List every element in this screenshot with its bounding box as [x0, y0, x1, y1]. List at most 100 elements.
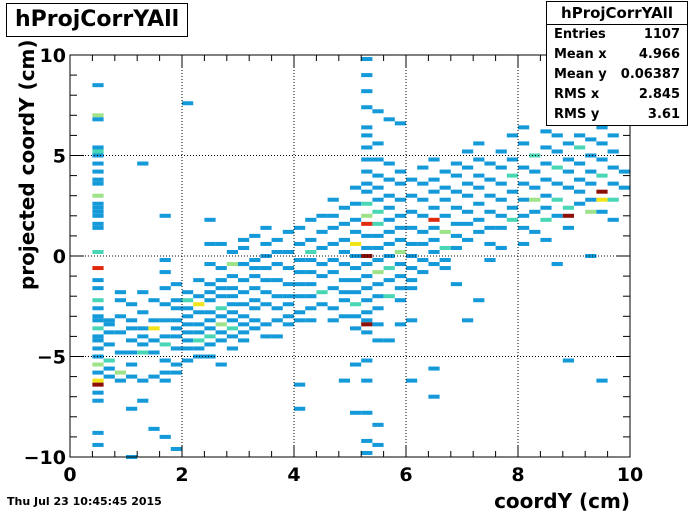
heatmap-cell: [338, 298, 350, 303]
heatmap-cell: [92, 181, 104, 186]
heatmap-cell: [596, 189, 608, 194]
timestamp: Thu Jul 23 10:45:45 2015: [7, 495, 162, 508]
heatmap-cell: [92, 306, 104, 311]
heatmap-cell: [361, 201, 373, 206]
heatmap-cell: [495, 181, 507, 186]
x-axis-label: coordY (cm): [494, 489, 630, 512]
heatmap-cell: [159, 258, 171, 263]
stats-key: RMS x: [554, 87, 600, 102]
heatmap-cell: [450, 282, 462, 287]
heatmap-cell: [574, 145, 586, 150]
heatmap-cell: [350, 326, 362, 331]
heatmap-cell: [484, 177, 496, 182]
heatmap-cell: [327, 286, 339, 291]
heatmap-cell: [406, 193, 418, 198]
heatmap-cell: [327, 270, 339, 275]
heatmap-cell: [562, 141, 574, 146]
heatmap-cell: [417, 213, 429, 218]
heatmap-cell: [383, 338, 395, 343]
heatmap-cell: [204, 334, 216, 339]
heatmap-cell: [271, 249, 283, 254]
heatmap-cell: [394, 197, 406, 202]
heatmap-cell: [518, 225, 530, 230]
heatmap-cell: [215, 330, 227, 335]
heatmap-cell: [182, 290, 194, 295]
heatmap-cell: [439, 266, 451, 271]
heatmap-cell: [260, 241, 272, 246]
stats-row-rms-y: RMS y 3.61: [547, 105, 687, 125]
heatmap-cell: [271, 294, 283, 299]
heatmap-cell: [361, 133, 373, 138]
heatmap-cell: [294, 294, 306, 299]
heatmap-cell: [428, 205, 440, 210]
heatmap-cell: [383, 193, 395, 198]
heatmap-cell: [92, 145, 104, 150]
heatmap-cell: [338, 205, 350, 210]
heatmap-cell: [282, 229, 294, 234]
heatmap-cell: [495, 225, 507, 230]
heatmap-cell: [372, 109, 384, 114]
heatmap-cell: [450, 245, 462, 250]
heatmap-cell: [182, 338, 194, 343]
heatmap-cell: [103, 322, 115, 327]
heatmap-cell: [170, 446, 182, 451]
heatmap-cell: [383, 161, 395, 166]
heatmap-cell: [204, 310, 216, 315]
heatmap-cell: [204, 262, 216, 267]
heatmap-cell: [439, 245, 451, 250]
heatmap-cell: [428, 237, 440, 242]
x-tick-label: 6: [399, 464, 412, 486]
heatmap-cell: [92, 225, 104, 230]
heatmap-cell: [159, 286, 171, 291]
heatmap-cell: [361, 298, 373, 303]
heatmap-cell: [417, 258, 429, 263]
heatmap-cell: [540, 237, 552, 242]
heatmap-cell: [338, 378, 350, 383]
heatmap-cell: [518, 181, 530, 186]
heatmap-cell: [439, 258, 451, 263]
heatmap-cell: [215, 362, 227, 367]
heatmap-cell: [428, 225, 440, 230]
heatmap-cell: [114, 298, 126, 303]
heatmap-cell: [361, 274, 373, 279]
heatmap-cell: [439, 185, 451, 190]
heatmap-cell: [361, 145, 373, 150]
heatmap-cell: [316, 302, 328, 307]
heatmap-cell: [495, 165, 507, 170]
heatmap-cell: [540, 145, 552, 150]
heatmap-cell: [562, 169, 574, 174]
heatmap-cell: [607, 197, 619, 202]
heatmap-cell: [305, 282, 317, 287]
heatmap-cell: [473, 141, 485, 146]
heatmap-cell: [529, 153, 541, 158]
heatmap-cell: [204, 326, 216, 331]
heatmap-cell: [462, 181, 474, 186]
heatmap-cell: [215, 338, 227, 343]
heatmap-cell: [92, 370, 104, 375]
heatmap-cell: [126, 374, 138, 379]
heatmap-cell: [450, 173, 462, 178]
y-tick-label: 5: [53, 146, 66, 168]
y-tick-label: 0: [53, 246, 66, 268]
heatmap-cell: [529, 229, 541, 234]
heatmap-cell: [238, 302, 250, 307]
heatmap-cell: [137, 398, 149, 403]
heatmap-cell: [338, 314, 350, 319]
heatmap-cell: [238, 290, 250, 295]
x-tick-label: 8: [511, 464, 524, 486]
histogram-title: hProjCorrYAll: [6, 3, 189, 37]
heatmap-cell: [137, 342, 149, 347]
heatmap-cell: [350, 314, 362, 319]
heatmap-cell: [406, 225, 418, 230]
heatmap-cell: [462, 318, 474, 323]
heatmap-cell: [271, 278, 283, 283]
heatmap-cell: [249, 258, 261, 263]
heatmap-cell: [428, 262, 440, 267]
heatmap-cell: [338, 278, 350, 283]
heatmap-cell: [92, 193, 104, 198]
heatmap-cell: [170, 334, 182, 339]
heatmap-cell: [137, 310, 149, 315]
stats-value: 0.06387: [620, 67, 680, 82]
heatmap-cell: [551, 213, 563, 218]
